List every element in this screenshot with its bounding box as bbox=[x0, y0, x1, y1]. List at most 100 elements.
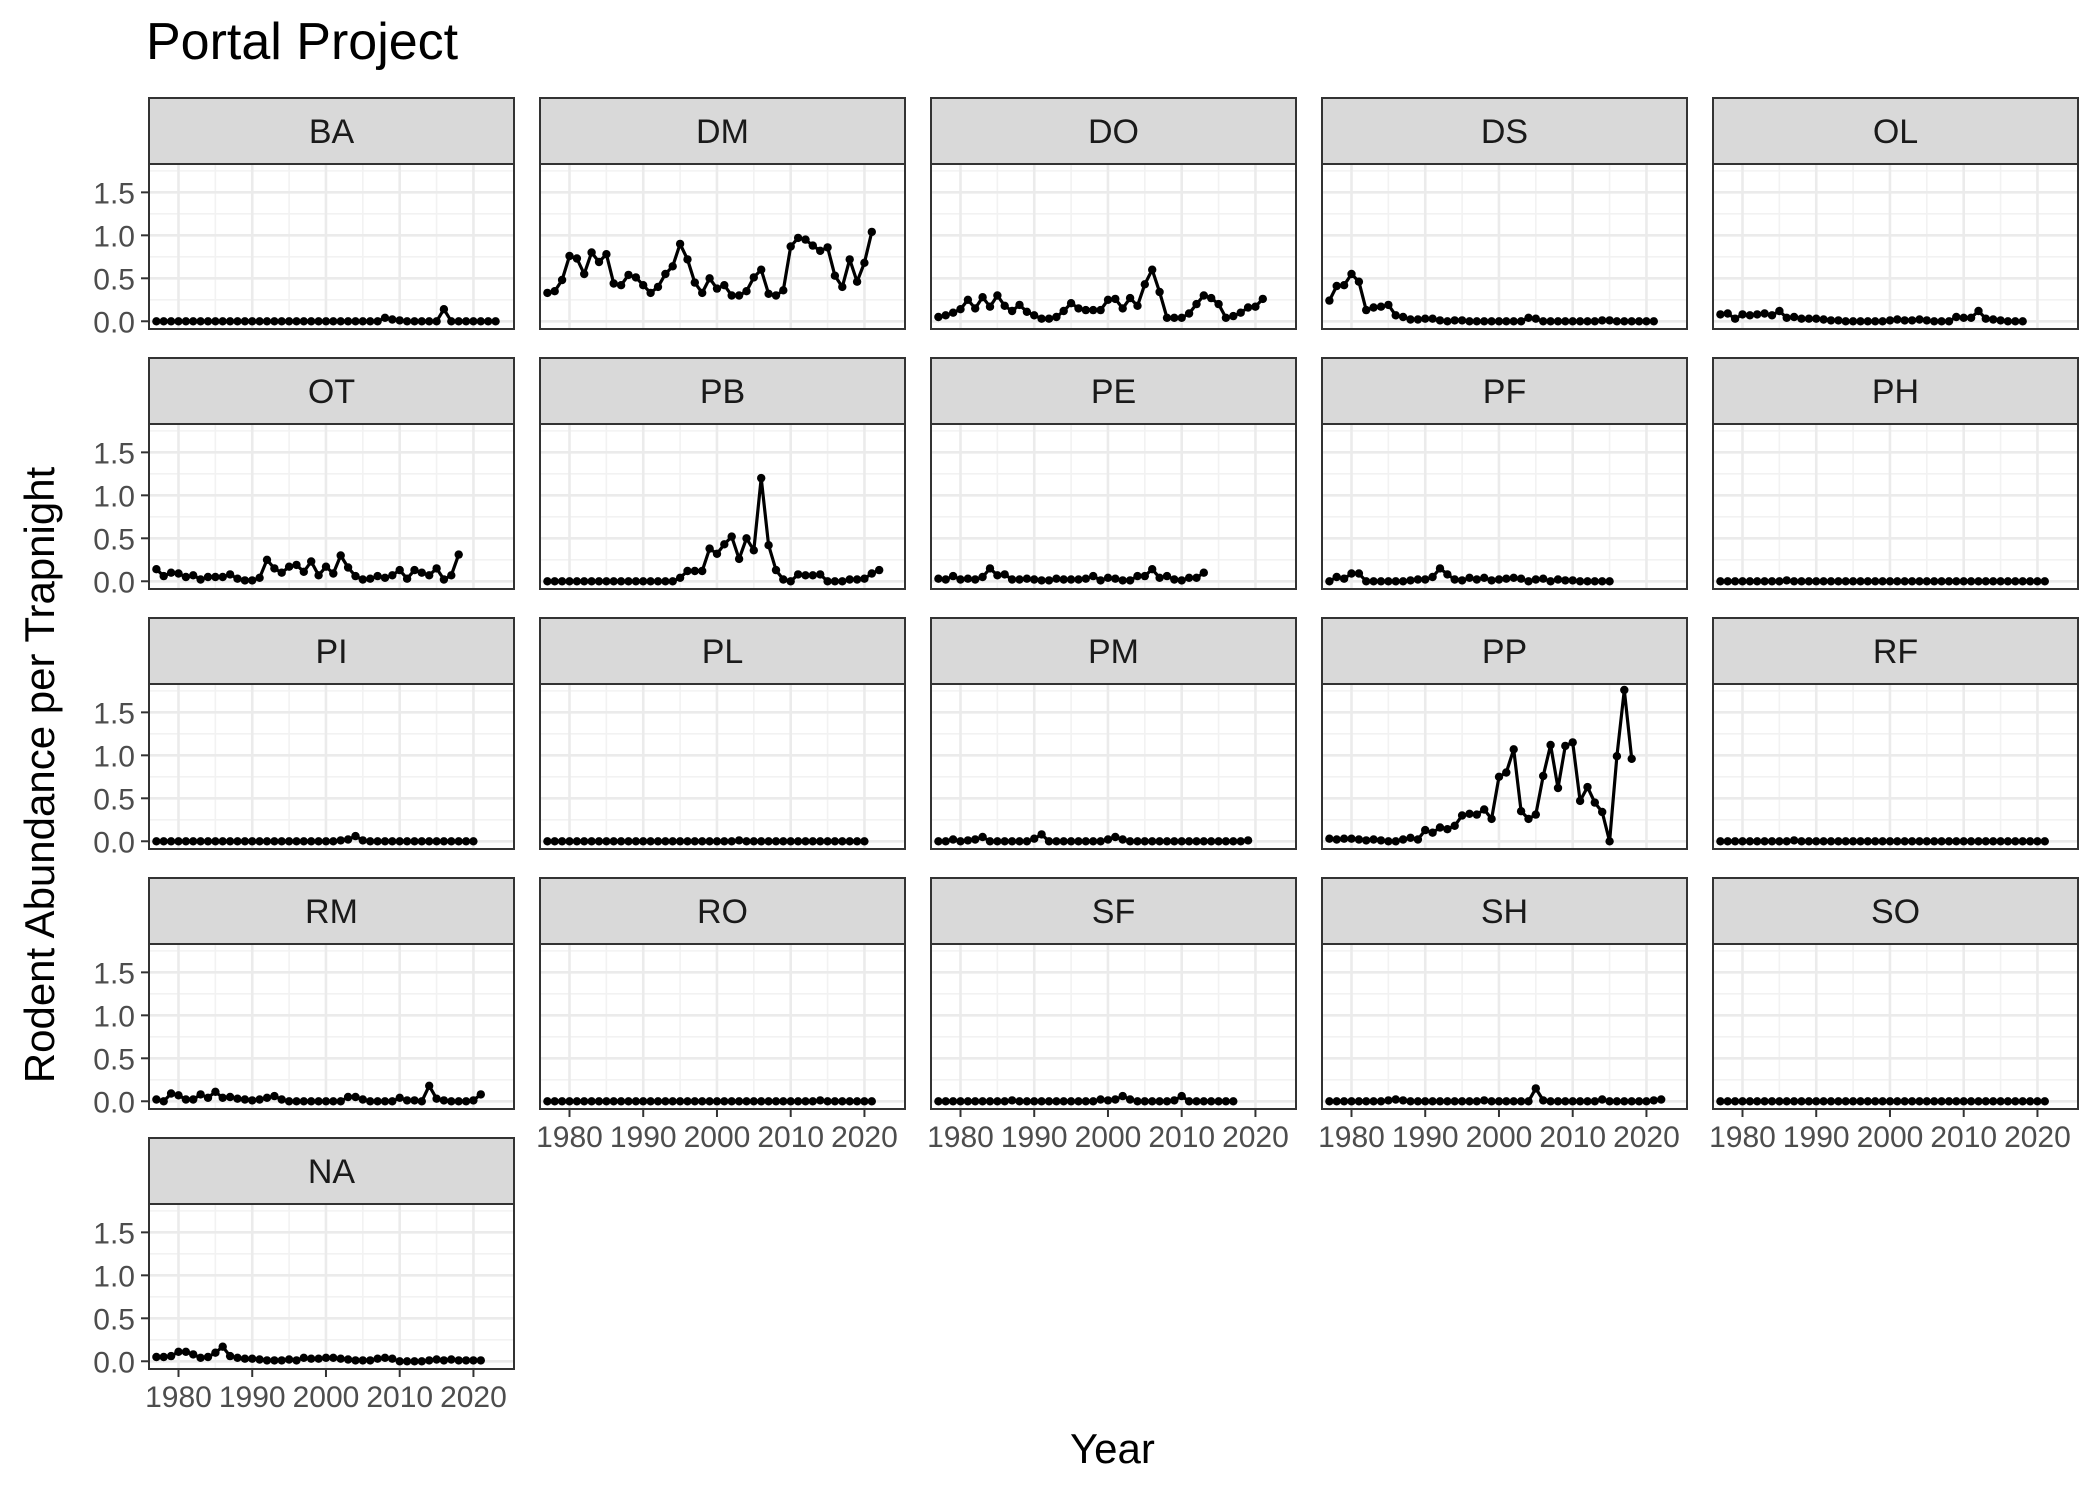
data-point bbox=[727, 1097, 736, 1106]
data-point bbox=[1428, 314, 1437, 323]
data-point bbox=[1937, 577, 1946, 586]
data-point bbox=[388, 1097, 397, 1106]
data-point bbox=[1812, 314, 1821, 323]
data-point bbox=[1553, 1097, 1563, 1106]
data-point bbox=[1885, 316, 1895, 325]
plot-background bbox=[540, 944, 905, 1109]
data-point bbox=[336, 836, 345, 845]
facet-label: DM bbox=[696, 113, 749, 151]
data-point bbox=[1546, 317, 1555, 326]
data-point bbox=[624, 270, 633, 280]
data-point bbox=[358, 317, 367, 326]
data-point bbox=[2040, 1097, 2049, 1106]
data-point bbox=[425, 837, 434, 846]
data-point bbox=[1789, 1097, 1799, 1106]
plot-background bbox=[931, 164, 1296, 329]
x-tick-label: 2000 bbox=[1857, 1121, 1924, 1154]
data-point bbox=[587, 1097, 596, 1106]
data-point bbox=[410, 1357, 419, 1366]
data-point bbox=[1812, 577, 1821, 586]
data-point bbox=[395, 837, 404, 846]
data-point bbox=[203, 1093, 213, 1103]
data-point bbox=[152, 317, 161, 326]
data-point bbox=[624, 837, 633, 846]
data-point bbox=[1030, 575, 1039, 584]
data-point bbox=[963, 836, 973, 845]
data-point bbox=[1885, 577, 1895, 586]
data-point bbox=[948, 571, 958, 581]
plot-background bbox=[540, 424, 905, 589]
data-point bbox=[1236, 308, 1245, 317]
data-point bbox=[1037, 1097, 1046, 1106]
data-point bbox=[757, 1097, 766, 1106]
data-point bbox=[1450, 821, 1459, 830]
data-point bbox=[543, 288, 552, 298]
data-point bbox=[1450, 316, 1459, 325]
data-point bbox=[565, 837, 574, 846]
data-point bbox=[712, 549, 722, 558]
data-point bbox=[764, 1097, 773, 1106]
data-point bbox=[1723, 577, 1732, 586]
data-point bbox=[1966, 837, 1976, 846]
x-tick-label: 1990 bbox=[610, 1121, 677, 1154]
data-point bbox=[240, 837, 250, 846]
data-point bbox=[727, 291, 736, 300]
data-point bbox=[683, 837, 692, 846]
data-point bbox=[1930, 317, 1939, 326]
data-point bbox=[299, 1097, 308, 1106]
data-point bbox=[181, 1347, 191, 1357]
panel-border bbox=[1712, 683, 2079, 850]
data-point bbox=[1996, 1097, 2005, 1106]
data-point bbox=[1546, 1097, 1555, 1106]
data-point bbox=[402, 1357, 412, 1366]
data-point bbox=[1804, 314, 1814, 323]
data-point bbox=[380, 313, 390, 322]
data-point bbox=[189, 317, 198, 326]
data-point bbox=[366, 574, 375, 583]
data-point bbox=[1125, 1095, 1135, 1104]
data-point bbox=[690, 278, 699, 287]
data-point bbox=[225, 570, 235, 579]
data-point bbox=[2011, 837, 2020, 846]
data-point bbox=[1384, 577, 1393, 586]
y-tick-label: 0.0 bbox=[93, 306, 135, 339]
data-point bbox=[240, 317, 250, 326]
data-point bbox=[793, 570, 803, 579]
data-point bbox=[1539, 1096, 1548, 1105]
data-point bbox=[1184, 837, 1194, 846]
x-tick-label: 1990 bbox=[1001, 1121, 1068, 1154]
data-point bbox=[1081, 1097, 1091, 1106]
data-point bbox=[1480, 805, 1489, 814]
data-point bbox=[1192, 1097, 1201, 1106]
data-point bbox=[1384, 300, 1393, 310]
data-point bbox=[1930, 1097, 1939, 1106]
data-point bbox=[1826, 316, 1836, 325]
data-point bbox=[270, 1091, 279, 1101]
y-tick-label: 1.0 bbox=[93, 480, 135, 513]
data-point bbox=[373, 837, 382, 846]
data-point bbox=[1974, 837, 1983, 846]
data-point bbox=[1339, 1097, 1349, 1106]
panel-border bbox=[930, 683, 1297, 850]
data-point bbox=[1192, 573, 1201, 582]
facet-panel-PI: PI 0.0 0.5 1.0 1.5 bbox=[93, 617, 515, 859]
facet-strip bbox=[1321, 617, 1688, 685]
data-point bbox=[1103, 1096, 1113, 1105]
data-point bbox=[1871, 317, 1880, 326]
data-point bbox=[402, 317, 412, 326]
data-point bbox=[358, 575, 367, 584]
data-point bbox=[1133, 571, 1142, 581]
data-point bbox=[1059, 575, 1068, 584]
data-point bbox=[329, 569, 338, 578]
data-point bbox=[1059, 837, 1068, 846]
data-point bbox=[284, 837, 294, 846]
data-point bbox=[321, 317, 331, 326]
data-point bbox=[1553, 317, 1563, 326]
x-tick-label: 2020 bbox=[831, 1121, 898, 1154]
data-point bbox=[1480, 573, 1489, 582]
data-point bbox=[1848, 577, 1858, 586]
data-point bbox=[1642, 1097, 1651, 1106]
data-point bbox=[1930, 837, 1939, 846]
data-point bbox=[1170, 575, 1179, 584]
data-point bbox=[373, 317, 382, 326]
